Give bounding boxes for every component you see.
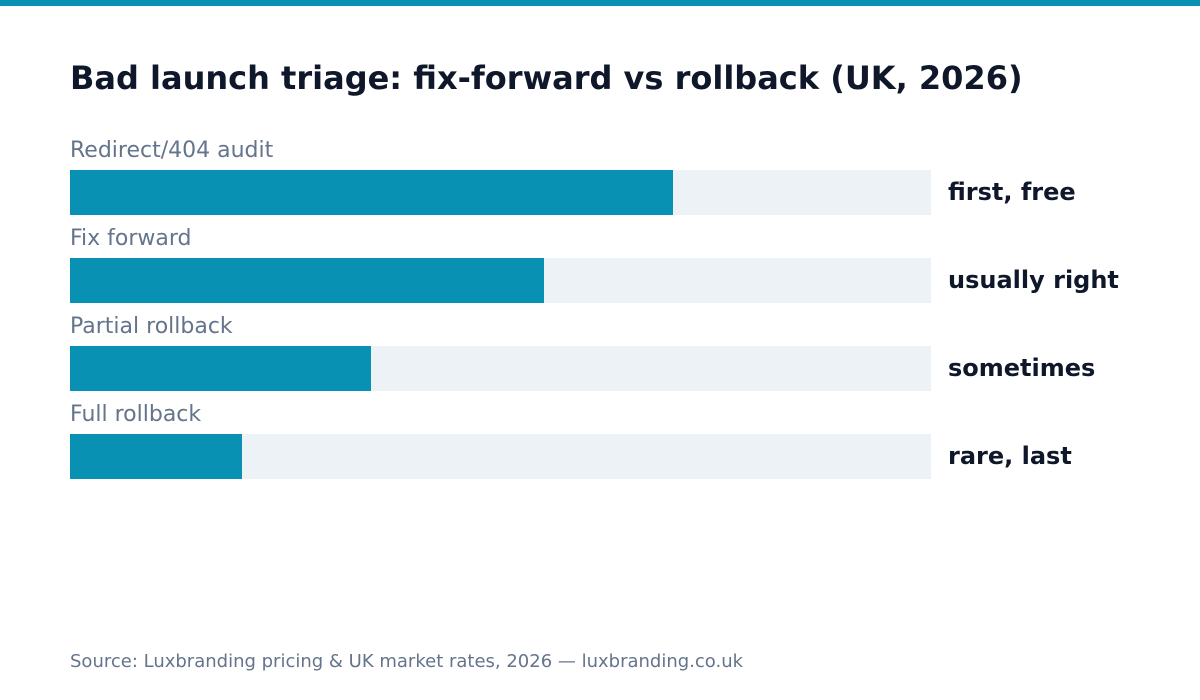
value-label-partial-rollback: sometimes (948, 354, 1096, 382)
bar-label-partial-rollback: Partial rollback (70, 314, 233, 339)
bar-label-fix-forward: Fix forward (70, 226, 192, 251)
bar-track-redirect-404-audit (70, 170, 931, 215)
top-accent-bar (0, 0, 1200, 6)
bar-track-fix-forward (70, 258, 931, 303)
chart-title: Bad launch triage: fix-forward vs rollba… (70, 59, 1023, 97)
bar-full-rollback (70, 434, 242, 479)
source-note: Source: Luxbranding pricing & UK market … (70, 651, 744, 672)
value-label-fix-forward: usually right (948, 266, 1119, 294)
value-label-redirect-404-audit: first, free (948, 178, 1076, 206)
bar-redirect-404-audit (70, 170, 673, 215)
value-label-full-rollback: rare, last (948, 442, 1072, 470)
bar-track-full-rollback (70, 434, 931, 479)
bar-label-redirect-404-audit: Redirect/404 audit (70, 138, 274, 163)
bar-fix-forward (70, 258, 544, 303)
bar-label-full-rollback: Full rollback (70, 402, 202, 427)
bar-partial-rollback (70, 346, 371, 391)
bar-track-partial-rollback (70, 346, 931, 391)
